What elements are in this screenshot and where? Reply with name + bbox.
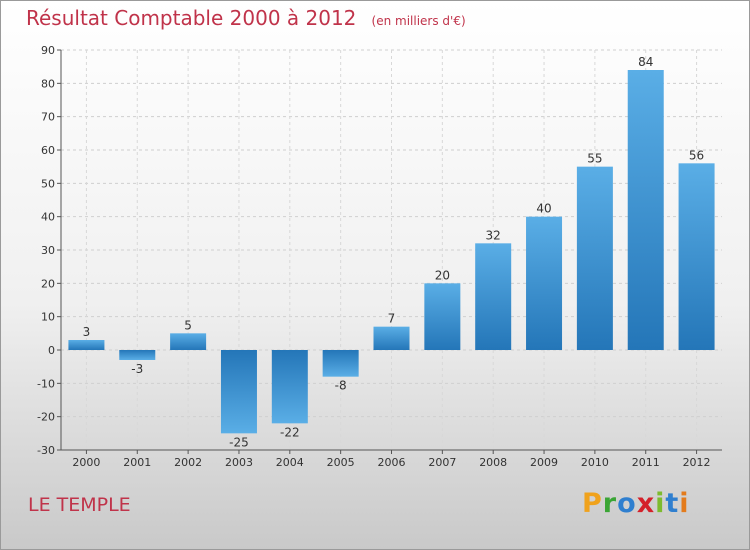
bar-2004: [271, 350, 308, 424]
y-tick-label: 30: [41, 244, 55, 257]
value-label: 20: [435, 268, 450, 282]
bar-layer: [68, 70, 715, 434]
proxiti-logo: Proxiti: [582, 488, 690, 519]
value-label: -8: [335, 379, 347, 393]
value-label: 55: [587, 152, 602, 166]
logo-letter: r: [602, 488, 618, 519]
value-label: 84: [638, 55, 653, 69]
value-label: 56: [689, 148, 704, 162]
x-tick-label: 2000: [72, 456, 100, 469]
unit-text: (en milliers d'€): [371, 14, 466, 28]
bar-2001: [119, 350, 156, 360]
axis-layer: -30 -20 -10 0 10 20 30 40 50 60 70 80 90 2000 2001 2002…: [37, 44, 722, 469]
value-label: 40: [536, 202, 551, 216]
x-tick-label: 2008: [479, 456, 507, 469]
bar-2008: [475, 243, 512, 350]
value-label: -22: [280, 425, 300, 439]
x-tick-label: 2010: [581, 456, 609, 469]
label-layer: 3 -3 5 -25 -22 -8 7 20 32 40 55 84 56: [83, 55, 705, 449]
bar-2010: [576, 166, 613, 350]
logo-letter: t: [665, 488, 680, 519]
y-tick-label: 20: [41, 277, 55, 290]
logo-letter: x: [636, 488, 656, 519]
x-tick-label: 2004: [276, 456, 304, 469]
logo-letter: i: [655, 488, 666, 519]
bar-2005: [322, 350, 359, 377]
y-tick-label: 70: [41, 111, 55, 124]
value-label: 7: [388, 312, 396, 326]
y-tick-label: 0: [48, 344, 55, 357]
y-tick-label: -20: [37, 411, 55, 424]
y-tick-label: 50: [41, 177, 55, 190]
place-name: LE TEMPLE: [28, 494, 131, 516]
x-tick-label: 2005: [327, 456, 355, 469]
y-tick-label: 80: [41, 77, 55, 90]
y-tick-label: 90: [41, 44, 55, 57]
bar-2009: [526, 216, 563, 350]
logo-letter: i: [679, 488, 690, 519]
bar-2000: [68, 340, 105, 350]
logo-letter: P: [582, 488, 603, 519]
y-tick-label: 10: [41, 311, 55, 324]
bar-2002: [170, 333, 207, 350]
bar-2006: [373, 326, 410, 350]
value-label: -3: [131, 362, 143, 376]
x-tick-label: 2006: [378, 456, 406, 469]
grid-layer: [61, 49, 722, 451]
y-tick-label: -30: [37, 444, 55, 457]
y-tick-label: 40: [41, 211, 55, 224]
value-label: 5: [184, 318, 192, 332]
x-tick-label: 2007: [428, 456, 456, 469]
value-label: 32: [486, 228, 501, 242]
bar-2003: [220, 350, 257, 434]
x-tick-label: 2011: [632, 456, 660, 469]
x-tick-label: 2002: [174, 456, 202, 469]
y-tick-label: -10: [37, 377, 55, 390]
x-tick-label: 2009: [530, 456, 558, 469]
x-tick-label: 2012: [683, 456, 711, 469]
value-label: 3: [83, 325, 91, 339]
bar-2011: [627, 70, 664, 350]
logo-letter: o: [617, 488, 637, 519]
chart-title: Résultat Comptable 2000 à 2012 (en milli…: [26, 6, 466, 30]
title-text: Résultat Comptable 2000 à 2012: [26, 6, 357, 30]
bar-2007: [424, 283, 461, 350]
bar-2012: [678, 163, 715, 350]
x-tick-label: 2001: [123, 456, 151, 469]
value-label: -25: [229, 435, 249, 449]
x-tick-label: 2003: [225, 456, 253, 469]
y-tick-label: 60: [41, 144, 55, 157]
